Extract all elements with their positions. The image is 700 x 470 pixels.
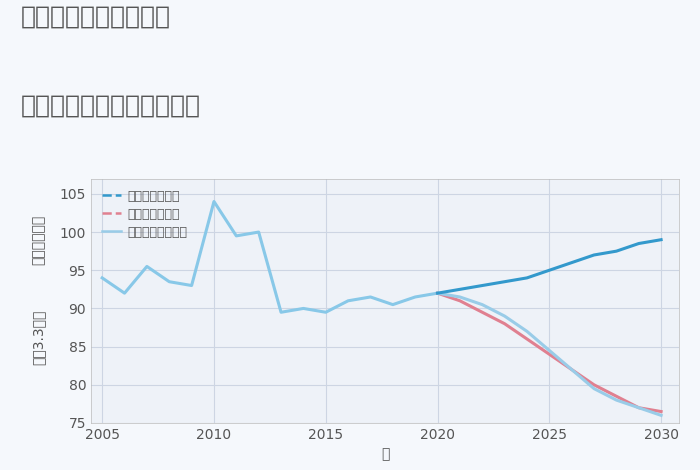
Legend: グッドシナリオ, バッドシナリオ, ノーマルシナリオ: グッドシナリオ, バッドシナリオ, ノーマルシナリオ bbox=[97, 185, 192, 244]
Text: 千葉県野田市大殿井の: 千葉県野田市大殿井の bbox=[21, 5, 171, 29]
Text: 坪（3.3㎡）: 坪（3.3㎡） bbox=[31, 310, 45, 365]
Text: 中古マンションの価格推移: 中古マンションの価格推移 bbox=[21, 94, 201, 118]
Text: 単価（万円）: 単価（万円） bbox=[31, 215, 45, 265]
X-axis label: 年: 年 bbox=[381, 447, 389, 462]
